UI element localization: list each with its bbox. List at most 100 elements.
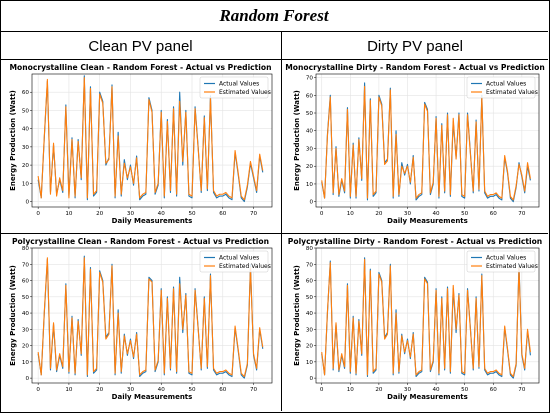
x-tick-label: 10	[65, 211, 73, 217]
x-tick-label: 10	[347, 387, 355, 393]
plot-frame	[31, 73, 273, 208]
y-tick-label: 70	[306, 262, 314, 268]
series-line-estimated	[321, 258, 531, 378]
y-tick-label: 30	[306, 146, 314, 152]
x-tick-label: 20	[375, 387, 383, 393]
legend-entry: Actual Values	[219, 81, 259, 88]
chart-title: Polycrystalline Dirty - Random Forest - …	[288, 237, 542, 246]
figure-title: Random Forest	[0, 0, 548, 32]
column-header-clean: Clean PV panel	[88, 37, 193, 55]
legend-entry: Actual Values	[486, 81, 526, 88]
x-tick-label: 20	[375, 211, 383, 217]
x-tick-label: 30	[404, 211, 412, 217]
y-tick-label: 20	[306, 344, 314, 350]
x-tick-label: 50	[188, 387, 196, 393]
plot-frame	[31, 247, 273, 384]
x-axis-label: Daily Measurements	[387, 217, 468, 225]
chart-title: Polycrystalline Clean - Random Forest - …	[12, 237, 269, 246]
y-tick-label: 40	[22, 311, 30, 317]
x-tick-label: 70	[250, 211, 258, 217]
y-tick-label: 50	[22, 108, 30, 114]
y-tick-label: 10	[306, 360, 314, 366]
plot-frame	[315, 73, 540, 208]
x-tick-label: 0	[36, 211, 40, 217]
y-tick-label: 60	[22, 279, 30, 285]
column-header-dirty: Dirty PV panel	[367, 37, 463, 55]
x-tick-label: 30	[404, 387, 412, 393]
x-tick-label: 30	[127, 211, 135, 217]
chart-polycrystalline-clean: Polycrystalline Clean - Random Forest - …	[9, 237, 273, 401]
y-tick-label: 0	[25, 376, 29, 382]
y-tick-label: 70	[306, 76, 314, 82]
x-tick-label: 60	[219, 211, 227, 217]
x-tick-label: 40	[433, 387, 441, 393]
x-tick-label: 0	[320, 387, 324, 393]
series-line-estimated	[321, 85, 531, 201]
y-tick-label: 60	[306, 93, 314, 99]
y-tick-label: 50	[306, 111, 314, 117]
x-tick-label: 50	[461, 387, 469, 393]
header-divider	[0, 59, 548, 60]
x-axis-label: Daily Measurements	[112, 393, 193, 401]
legend-box	[199, 250, 269, 273]
legend-entry: Estimated Values	[486, 89, 538, 96]
legend-box	[466, 250, 536, 273]
x-tick-label: 70	[518, 387, 526, 393]
chart-title: Monocrystalline Dirty - Random Forest - …	[285, 63, 544, 72]
x-tick-label: 70	[250, 387, 258, 393]
y-tick-label: 10	[22, 181, 30, 187]
y-axis-label: Energy Production (Watt)	[9, 90, 17, 191]
y-tick-label: 30	[22, 327, 30, 333]
x-tick-label: 40	[433, 211, 441, 217]
x-tick-label: 0	[320, 211, 324, 217]
x-tick-label: 40	[158, 211, 166, 217]
x-tick-label: 30	[127, 387, 135, 393]
x-tick-label: 60	[490, 211, 498, 217]
y-tick-label: 20	[22, 163, 30, 169]
chart-title: Monocrystalline Clean - Random Forest - …	[9, 63, 271, 72]
y-tick-label: 0	[25, 200, 29, 206]
x-axis-label: Daily Measurements	[387, 393, 468, 401]
legend-entry: Estimated Values	[219, 263, 271, 270]
x-tick-label: 40	[158, 387, 166, 393]
y-axis-label: Energy Production (Watt)	[9, 265, 17, 366]
chart-polycrystalline-dirty: Polycrystalline Dirty - Random Forest - …	[288, 237, 542, 401]
x-tick-label: 70	[518, 211, 526, 217]
y-tick-label: 70	[22, 262, 30, 268]
y-axis-label: Energy Production (Watt)	[293, 265, 301, 366]
y-tick-label: 80	[306, 246, 314, 252]
column-divider	[281, 32, 282, 411]
y-tick-label: 30	[22, 145, 30, 151]
y-tick-label: 10	[306, 182, 314, 188]
y-tick-label: 0	[309, 200, 313, 206]
series-line-estimated	[37, 77, 264, 201]
x-tick-label: 20	[96, 387, 104, 393]
y-tick-label: 20	[22, 344, 30, 350]
y-tick-label: 30	[306, 327, 314, 333]
y-tick-label: 20	[306, 164, 314, 170]
legend-entry: Estimated Values	[219, 89, 271, 96]
x-tick-label: 60	[490, 387, 498, 393]
x-tick-label: 50	[188, 211, 196, 217]
legend-box	[466, 76, 536, 99]
chart-monocrystalline-clean: Monocrystalline Clean - Random Forest - …	[9, 63, 273, 225]
chart-monocrystalline-dirty: Monocrystalline Dirty - Random Forest - …	[285, 63, 544, 225]
x-tick-label: 10	[347, 211, 355, 217]
x-axis-label: Daily Measurements	[112, 217, 193, 225]
y-tick-label: 80	[22, 246, 30, 252]
y-tick-label: 50	[22, 295, 30, 301]
legend-box	[199, 76, 269, 99]
y-tick-label: 40	[306, 311, 314, 317]
y-tick-label: 50	[306, 295, 314, 301]
y-tick-label: 0	[309, 376, 313, 382]
x-tick-label: 60	[219, 387, 227, 393]
x-tick-label: 0	[36, 387, 40, 393]
x-tick-label: 50	[461, 211, 469, 217]
x-tick-label: 20	[96, 211, 104, 217]
x-tick-label: 10	[65, 387, 73, 393]
series-line-estimated	[37, 257, 264, 378]
plot-frame	[315, 247, 540, 384]
y-tick-label: 60	[306, 279, 314, 285]
legend-entry: Estimated Values	[486, 263, 538, 270]
legend-entry: Actual Values	[219, 255, 259, 262]
